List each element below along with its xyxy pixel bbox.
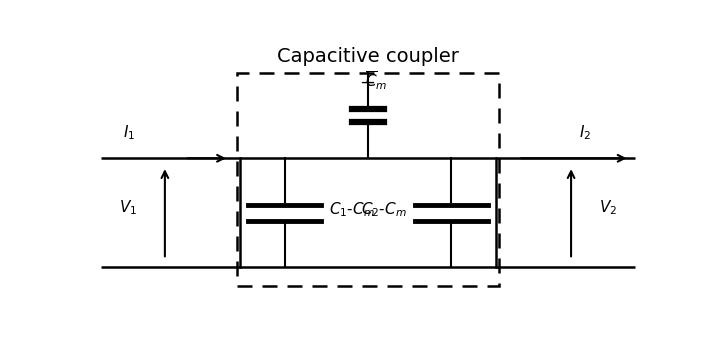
Text: $\overline{C}_m$: $\overline{C}_m$ (365, 69, 388, 92)
Text: $C_1$-$C_m$: $C_1$-$C_m$ (329, 201, 375, 219)
Text: $I_1$: $I_1$ (123, 124, 136, 142)
Text: $V_1$: $V_1$ (119, 198, 137, 217)
Text: Capacitive coupler: Capacitive coupler (277, 47, 459, 66)
Text: $I_2$: $I_2$ (579, 124, 592, 142)
Text: $C_2$-$C_m$: $C_2$-$C_m$ (361, 201, 407, 219)
Text: $V_2$: $V_2$ (599, 198, 617, 217)
